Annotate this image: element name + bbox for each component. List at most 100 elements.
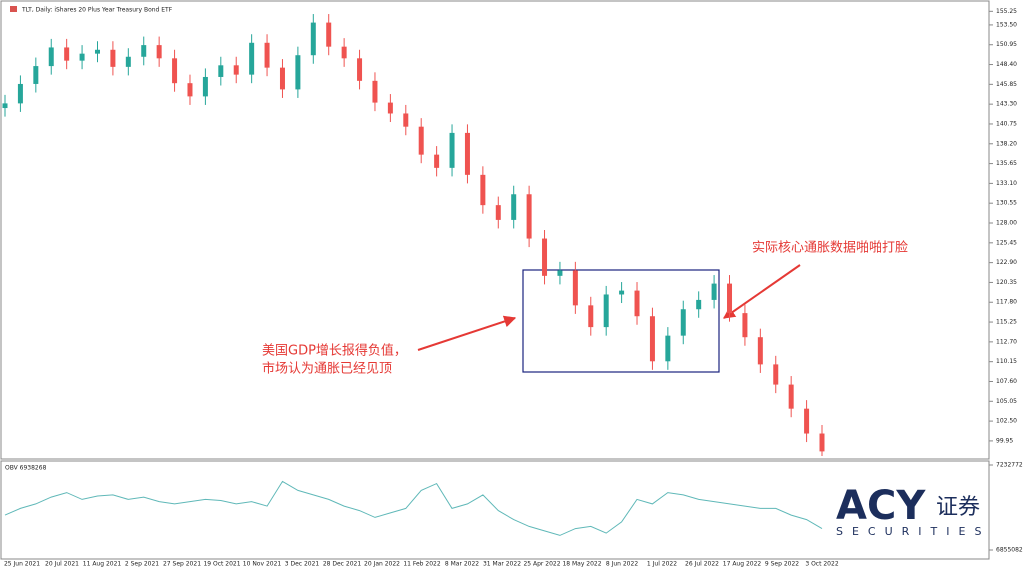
candle-body: [357, 58, 363, 81]
y-tick-label: 153.50: [996, 21, 1017, 28]
candle-body: [94, 49, 100, 54]
obv-line: [4, 480, 823, 536]
candle-body: [634, 290, 640, 317]
x-tick-label: 20 Jan 2022: [364, 561, 400, 568]
candle-body: [310, 22, 316, 56]
annotation: 美国GDP增长报得负值，: [262, 343, 407, 359]
candle-body: [542, 238, 548, 276]
y-tick-label: 115.25: [996, 319, 1017, 326]
x-tick-label: 25 Apr 2022: [523, 561, 560, 568]
price-panel: [0, 0, 990, 460]
candle-body: [572, 270, 578, 306]
candle-body: [788, 384, 794, 409]
candle-body: [341, 46, 347, 59]
candle-body: [418, 126, 424, 155]
y-tick-label: 140.75: [996, 120, 1017, 127]
candle-body: [511, 194, 517, 220]
candle-body: [33, 66, 39, 84]
x-tick-label: 26 Jul 2022: [685, 561, 719, 568]
candle-body: [172, 58, 178, 84]
candle-body: [757, 337, 763, 365]
y-tick-label: 155.25: [996, 8, 1017, 15]
candle-body: [387, 102, 393, 114]
candle-body: [480, 174, 486, 206]
arrow: [417, 315, 517, 351]
candle-body: [249, 42, 255, 75]
x-tick-label: 25 Jun 2021: [4, 561, 40, 568]
y-tick-label: 135.65: [996, 160, 1017, 167]
annotation: 实际核心通胀数据啪啪打脸: [752, 240, 908, 256]
candle-body: [649, 316, 655, 362]
candle-body: [279, 67, 285, 90]
flag-icon: [10, 6, 17, 12]
logo-sub: SECURITIES: [836, 525, 990, 538]
y-tick-label: 117.80: [996, 299, 1017, 306]
y-tick-label: 148.40: [996, 61, 1017, 68]
candle-body: [727, 283, 733, 314]
x-tick-label: 27 Sep 2021: [163, 561, 201, 568]
x-tick-label: 9 Sep 2022: [765, 561, 799, 568]
candle-body: [64, 47, 70, 61]
x-tick-label: 17 Aug 2022: [723, 561, 762, 568]
obv-title: OBV 6938268: [5, 465, 47, 472]
y-tick-label: 125.45: [996, 239, 1017, 246]
candle-body: [2, 103, 8, 109]
candle-body: [218, 65, 224, 77]
chart-title: TLT, Daily: iShares 20 Plus Year Treasur…: [21, 7, 173, 14]
y-tick-label: 150.95: [996, 41, 1017, 48]
x-tick-label: 8 Jun 2022: [606, 561, 638, 568]
annotation: 市场认为通胀已经见顶: [262, 361, 392, 377]
logo-cn: 证券: [936, 495, 980, 520]
y-tick-label: 120.35: [996, 279, 1017, 286]
x-tick-label: 28 Dec 2021: [323, 561, 362, 568]
candle-body: [17, 83, 23, 104]
y-tick-label: 107.60: [996, 378, 1017, 385]
y-tick-label: 138.20: [996, 140, 1017, 147]
candle-body: [264, 42, 270, 68]
x-tick-label: 11 Feb 2022: [403, 561, 441, 568]
candle-body: [711, 283, 717, 300]
candle-body: [403, 113, 409, 127]
x-tick-label: 20 Jul 2021: [45, 561, 79, 568]
candle-body: [48, 47, 54, 67]
candle-body: [326, 22, 332, 47]
candle-body: [495, 205, 501, 220]
y-tick-label: 133.10: [996, 180, 1017, 187]
x-tick-label: 19 Oct 2021: [203, 561, 240, 568]
candle-body: [202, 76, 208, 97]
candle-body: [696, 299, 702, 310]
y-tick-label: 110.15: [996, 358, 1017, 365]
candle-body: [372, 80, 378, 103]
y-tick-label: 99.95: [996, 437, 1013, 444]
arrow: [723, 264, 801, 319]
candle-body: [233, 65, 239, 75]
x-tick-label: 10 Nov 2021: [243, 561, 282, 568]
y-tick-label: 102.50: [996, 418, 1017, 425]
candle-body: [449, 132, 455, 168]
candle-body: [141, 45, 147, 57]
candle-body: [464, 132, 470, 175]
candle-body: [110, 49, 116, 67]
y-tick-label: 128.00: [996, 220, 1017, 227]
x-tick-label: 18 May 2022: [562, 561, 601, 568]
candle-body: [819, 433, 825, 452]
candle-body: [619, 290, 625, 295]
candle-body: [125, 56, 131, 67]
x-tick-label: 2 Sep 2021: [125, 561, 159, 568]
y-tick-label: 122.90: [996, 259, 1017, 266]
candle-body: [742, 313, 748, 338]
y-tick-label: 130.55: [996, 200, 1017, 207]
x-tick-label: 3 Oct 2022: [805, 561, 838, 568]
candle-body: [773, 364, 779, 385]
x-tick-label: 1 Jul 2022: [647, 561, 677, 568]
x-tick-label: 31 Mar 2022: [483, 561, 521, 568]
candle-body: [680, 309, 686, 336]
y-tick-label: 105.05: [996, 398, 1017, 405]
candle-body: [557, 270, 563, 276]
candle-body: [588, 305, 594, 328]
candle-body: [665, 335, 671, 362]
candle-body: [603, 294, 609, 328]
logo-brand: ACY: [836, 483, 926, 529]
y-tick-label: 112.70: [996, 338, 1017, 345]
